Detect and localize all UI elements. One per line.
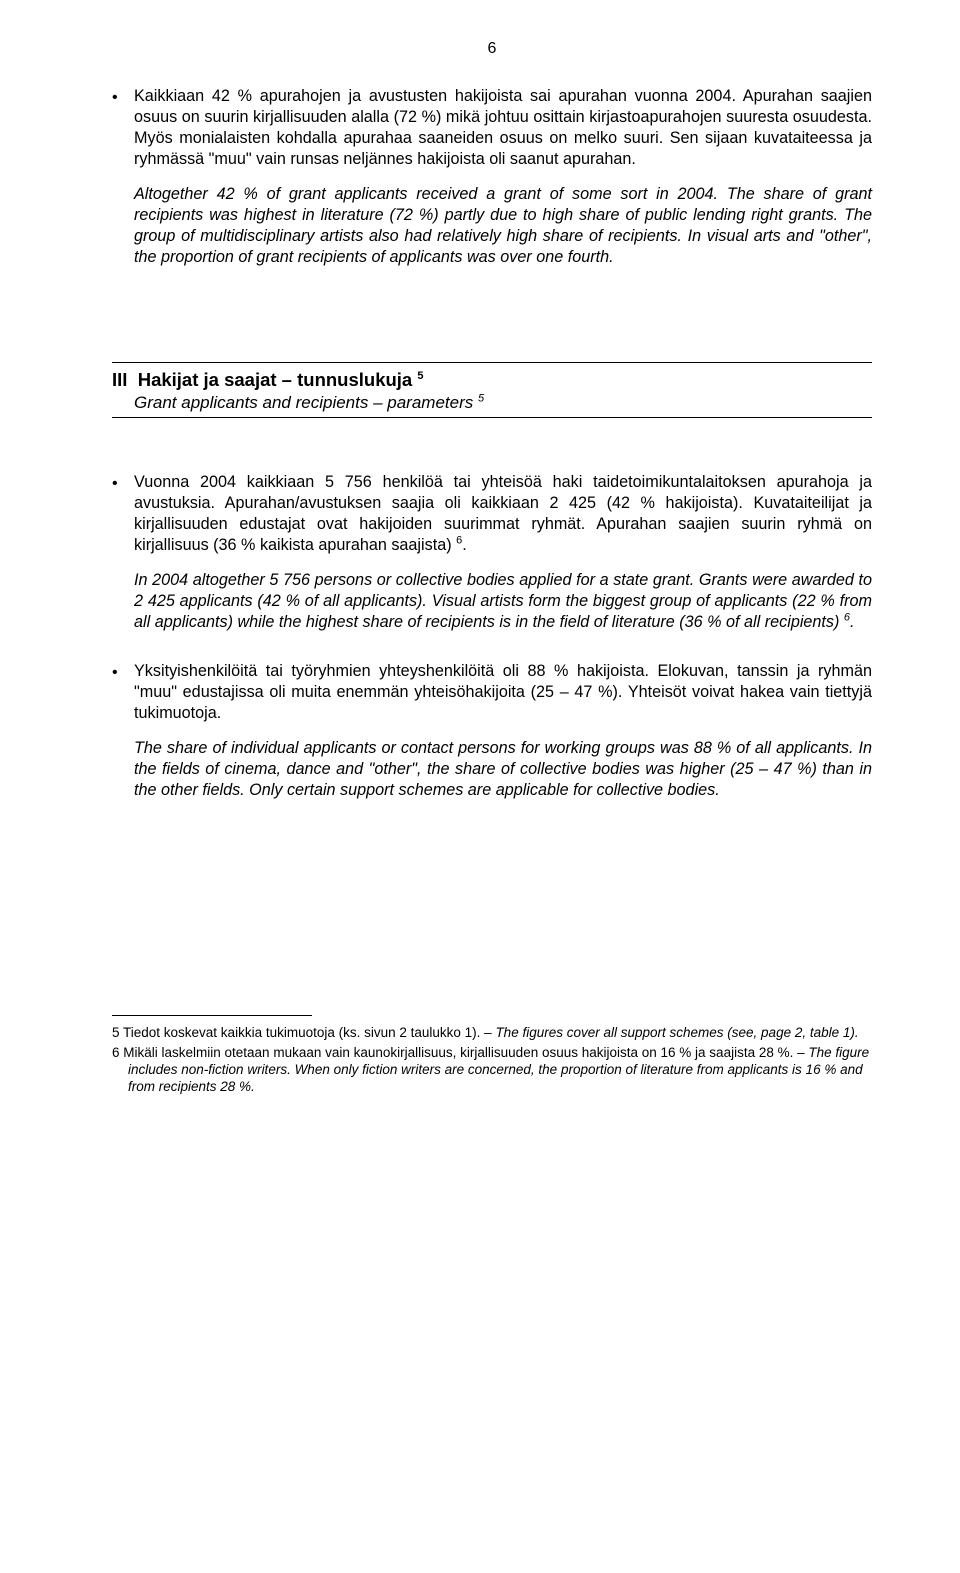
section-footnote-ref: 5	[478, 392, 484, 404]
text-tail: .	[462, 536, 467, 554]
footnote-5: 5 Tiedot koskevat kaikkia tukimuotoja (k…	[112, 1024, 872, 1041]
section-heading: III Hakijat ja saajat – tunnuslukuja 5	[112, 369, 872, 391]
footnote-6: 6 Mikäli laskelmiin otetaan mukaan vain …	[112, 1044, 872, 1095]
section-title-en: Grant applicants and recipients – parame…	[134, 393, 473, 412]
text-en: In 2004 altogether 5 756 persons or coll…	[134, 571, 872, 631]
paragraph-en: In 2004 altogether 5 756 persons or coll…	[134, 570, 872, 633]
paragraph-fi: Kaikkiaan 42 % apurahojen ja avustusten …	[134, 86, 872, 170]
page-number: 6	[112, 40, 872, 58]
bullet-body: Yksityishenkilöitä tai työryhmien yhteys…	[124, 661, 872, 815]
document-page: 6 • Kaikkiaan 42 % apurahojen ja avustus…	[0, 0, 960, 1573]
footnote-fi: 6 Mikäli laskelmiin otetaan mukaan vain …	[112, 1045, 808, 1060]
bullet-body: Kaikkiaan 42 % apurahojen ja avustusten …	[124, 86, 872, 282]
bullet-icon: •	[112, 661, 124, 815]
footnote-en: The figures cover all support schemes (s…	[495, 1025, 858, 1040]
footnotes-separator	[112, 1015, 312, 1016]
section-subtitle-en: Grant applicants and recipients – parame…	[134, 393, 872, 413]
bullet-item-2: • Vuonna 2004 kaikkiaan 5 756 henkilöä t…	[112, 472, 872, 647]
bullet-item-3: • Yksityishenkilöitä tai työryhmien yhte…	[112, 661, 872, 815]
text-tail: .	[850, 613, 855, 631]
bullet-body: Vuonna 2004 kaikkiaan 5 756 henkilöä tai…	[124, 472, 872, 647]
section-separator-bottom	[112, 417, 872, 418]
paragraph-fi: Yksityishenkilöitä tai työryhmien yhteys…	[134, 661, 872, 724]
section-title-fi: Hakijat ja saajat – tunnuslukuja	[138, 369, 413, 390]
section-separator-top	[112, 362, 872, 363]
paragraph-fi: Vuonna 2004 kaikkiaan 5 756 henkilöä tai…	[134, 472, 872, 556]
footnote-fi: 5 Tiedot koskevat kaikkia tukimuotoja (k…	[112, 1025, 495, 1040]
bullet-icon: •	[112, 86, 124, 282]
paragraph-en: Altogether 42 % of grant applicants rece…	[134, 184, 872, 268]
section-footnote-ref: 5	[417, 370, 423, 382]
bullet-item-1: • Kaikkiaan 42 % apurahojen ja avustuste…	[112, 86, 872, 282]
bullet-icon: •	[112, 472, 124, 647]
paragraph-en: The share of individual applicants or co…	[134, 738, 872, 801]
section-number: III	[112, 369, 127, 390]
text-fi: Vuonna 2004 kaikkiaan 5 756 henkilöä tai…	[134, 473, 872, 554]
